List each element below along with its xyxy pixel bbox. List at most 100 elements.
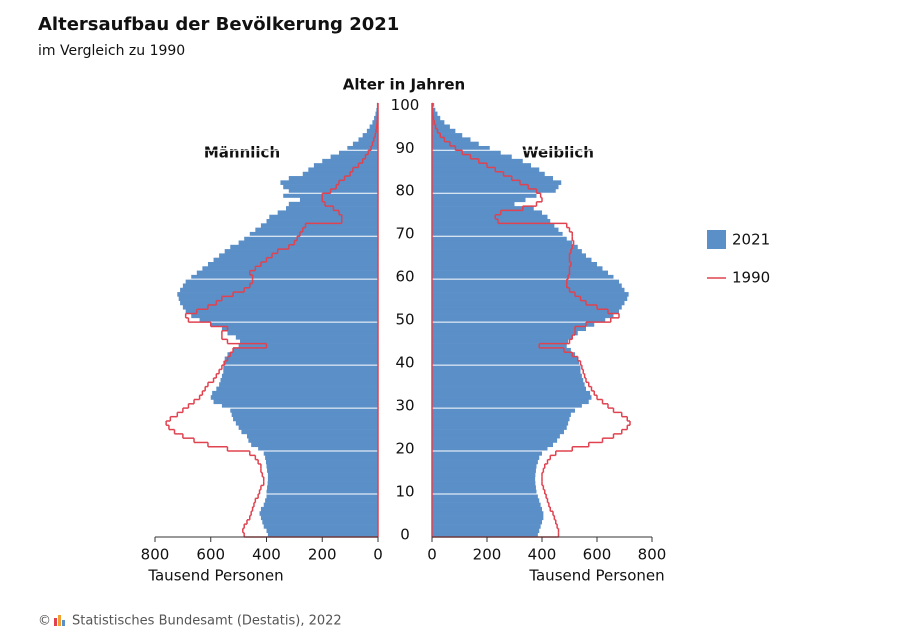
bar: [233, 347, 378, 353]
x-tick-label: 200: [473, 546, 502, 564]
bar: [432, 425, 567, 430]
bar: [260, 223, 378, 228]
chart-subtitle: im Vergleich zu 1990: [38, 43, 185, 59]
bar: [223, 360, 378, 366]
bar: [432, 133, 463, 138]
bar: [230, 408, 378, 413]
bar: [374, 115, 378, 121]
y-tick-label: 80: [395, 182, 414, 200]
x-tick-label: 0: [373, 546, 383, 564]
bar: [432, 180, 562, 185]
bar: [432, 184, 559, 190]
legend-label: 2021: [732, 231, 770, 249]
bar: [432, 515, 544, 521]
bar: [221, 373, 378, 379]
bar: [263, 524, 378, 529]
bar: [267, 476, 378, 482]
bar: [432, 403, 582, 409]
bar: [338, 150, 378, 155]
source-symbol: ©: [38, 614, 51, 629]
bar: [262, 519, 378, 525]
bar: [432, 455, 540, 460]
bar: [210, 322, 378, 327]
bar: [221, 403, 378, 409]
bar: [308, 167, 378, 173]
bar: [432, 528, 540, 534]
bar: [432, 176, 553, 181]
y-tick-label: 40: [395, 354, 414, 372]
bar: [432, 373, 582, 379]
y-tick-label: 50: [395, 311, 414, 329]
bar: [210, 395, 378, 400]
bar: [432, 107, 436, 112]
bar: [432, 193, 537, 198]
bar: [223, 365, 378, 370]
bar: [432, 390, 591, 396]
bar: [432, 386, 586, 392]
bar: [432, 158, 523, 164]
y-tick-label: 60: [395, 268, 414, 286]
bar: [230, 244, 378, 250]
bar: [432, 519, 542, 525]
bar: [238, 240, 378, 246]
bar: [432, 446, 548, 452]
bar: [432, 261, 597, 267]
bar: [366, 128, 378, 134]
bar: [432, 347, 571, 353]
bar: [432, 141, 479, 147]
bar: [432, 145, 490, 151]
bar: [216, 386, 378, 392]
bar: [432, 137, 471, 142]
bar: [251, 442, 378, 448]
bar: [432, 459, 538, 465]
bar: [432, 494, 538, 499]
bar: [432, 120, 445, 125]
bar: [432, 231, 563, 237]
bar: [432, 416, 570, 422]
bar: [263, 451, 378, 456]
bar: [432, 506, 542, 512]
y-tick-label: 20: [395, 440, 414, 458]
bar: [322, 158, 378, 164]
bar: [432, 171, 545, 177]
bar: [432, 223, 555, 228]
bar: [288, 176, 378, 181]
bar: [432, 317, 606, 323]
bar: [220, 378, 378, 383]
bar: [432, 524, 541, 529]
bar: [432, 292, 629, 297]
bar: [432, 274, 614, 280]
chart-title: Altersaufbau der Bevölkerung 2021: [38, 14, 399, 35]
bar: [432, 249, 582, 254]
bar: [199, 317, 378, 323]
bar: [432, 438, 558, 443]
bar: [432, 442, 553, 448]
bar: [432, 111, 438, 117]
bar: [432, 266, 603, 271]
bar: [330, 154, 378, 160]
bar: [266, 219, 378, 224]
bar: [286, 206, 378, 211]
bar: [255, 227, 378, 233]
bar: [185, 279, 378, 284]
bar: [432, 313, 614, 319]
bar: [213, 257, 378, 263]
bar: [432, 201, 515, 207]
bar: [347, 145, 378, 151]
bar: [432, 210, 542, 216]
bar: [180, 300, 378, 306]
bar: [263, 502, 378, 508]
bar: [432, 300, 625, 306]
bar: [432, 304, 622, 310]
bar: [432, 154, 512, 160]
bar: [432, 468, 536, 473]
bar: [432, 382, 585, 387]
bar: [202, 266, 378, 271]
bar: [191, 274, 378, 280]
bar: [432, 197, 526, 203]
source: Statistisches Bundesamt (Destatis), 2022: [72, 614, 342, 629]
bar: [178, 296, 378, 301]
bar: [432, 296, 628, 301]
bar: [432, 206, 534, 211]
bar: [224, 249, 378, 254]
